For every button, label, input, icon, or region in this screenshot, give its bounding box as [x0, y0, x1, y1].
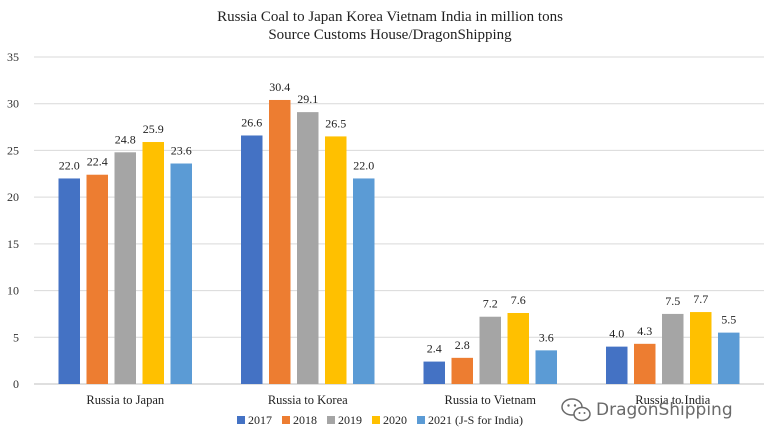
watermark: DragonShipping: [561, 398, 733, 422]
data-label: 26.6: [241, 115, 262, 129]
bar-2019: [479, 316, 501, 384]
data-label: 7.2: [483, 297, 498, 311]
data-label: 22.0: [353, 158, 374, 172]
bar-2020: [507, 312, 529, 384]
chart-title: Russia Coal to Japan Korea Vietnam India…: [217, 9, 563, 25]
data-label: 2.8: [455, 338, 470, 352]
legend-swatch: [372, 416, 380, 424]
bar-2017: [241, 135, 263, 384]
data-label: 26.5: [325, 116, 346, 130]
data-label: 3.6: [539, 330, 554, 344]
legend-swatch: [327, 416, 335, 424]
y-tick-label: 30: [7, 97, 19, 111]
data-label: 4.0: [609, 327, 624, 341]
data-label: 7.5: [665, 294, 680, 308]
data-label: 22.0: [59, 158, 80, 172]
bar-2021: [170, 163, 192, 384]
x-axis: Russia to Japan Russia to Korea Russia to …: [86, 393, 710, 407]
legend-swatch: [282, 416, 290, 424]
data-label: 7.7: [693, 292, 708, 306]
wechat-icon: [561, 398, 591, 422]
data-label: 23.6: [171, 144, 192, 158]
x-tick-label: Russia to India: [635, 393, 710, 407]
bar-2021: [535, 350, 557, 384]
y-tick-label: 5: [13, 330, 19, 344]
y-tick-label: 0: [13, 377, 19, 391]
bar-2018: [451, 357, 473, 384]
y-tick-label: 10: [7, 284, 19, 298]
data-labels: 22.0 22.4 24.8 25.9 23.6 26.6 30.4 29.1 26.5 22.0…: [59, 80, 737, 356]
bar-2019: [297, 112, 319, 384]
bar-2021: [353, 178, 375, 384]
bar-2020: [690, 312, 712, 384]
chart-subtitle: Source Customs House/DragonShipping: [268, 27, 512, 43]
legend-label: 2018: [293, 413, 317, 427]
y-tick-label: 25: [7, 143, 19, 157]
bar-2021: [718, 332, 740, 384]
bar-2017: [58, 178, 80, 384]
legend-swatch: [417, 416, 425, 424]
y-tick-label: 15: [7, 237, 19, 251]
watermark-text: DragonShipping: [596, 400, 733, 420]
data-label: 22.4: [87, 155, 108, 169]
bar-2017: [423, 361, 445, 384]
x-tick-label: Russia to Vietnam: [445, 393, 537, 407]
legend-label: 2017: [248, 413, 272, 427]
bar-2018: [634, 343, 656, 384]
bar-2019: [114, 152, 136, 384]
bar-2018: [86, 174, 108, 384]
x-tick-label: Russia to Japan: [86, 393, 165, 407]
legend-label: 2019: [338, 413, 362, 427]
y-tick-label: 20: [7, 190, 19, 204]
legend-swatch: [237, 416, 245, 424]
data-label: 5.5: [721, 313, 736, 327]
legend: 2017 2018 2019 2020 2021 (J-S for India): [237, 413, 523, 427]
legend-label: 2021 (J-S for India): [428, 413, 523, 427]
bars: [58, 99, 740, 384]
bar-2017: [606, 346, 628, 384]
bar-2020: [325, 136, 347, 384]
data-label: 25.9: [143, 122, 164, 136]
data-label: 4.3: [637, 324, 652, 338]
bar-2020: [142, 142, 164, 384]
bar-2018: [269, 99, 291, 384]
data-label: 29.1: [297, 92, 318, 106]
data-label: 24.8: [115, 132, 136, 146]
data-label: 2.4: [427, 342, 442, 356]
data-label: 30.4: [269, 80, 290, 94]
data-label: 7.6: [511, 293, 526, 307]
bar-2019: [662, 313, 684, 384]
y-axis: 0 5 10 15 20 25 30 35: [7, 50, 19, 391]
legend-label: 2020: [383, 413, 407, 427]
x-tick-label: Russia to Korea: [268, 393, 348, 407]
y-tick-label: 35: [7, 50, 19, 64]
